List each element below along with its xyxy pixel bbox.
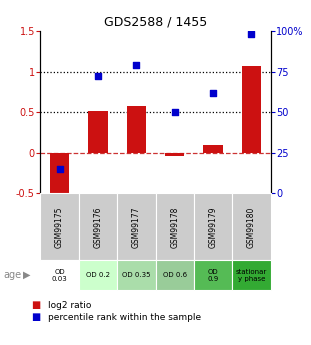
- Text: log2 ratio: log2 ratio: [48, 301, 91, 310]
- Text: GSM99177: GSM99177: [132, 206, 141, 248]
- Text: stationar
y phase: stationar y phase: [236, 269, 267, 282]
- Bar: [203, 145, 223, 152]
- Text: GSM99175: GSM99175: [55, 206, 64, 248]
- Bar: [165, 152, 184, 156]
- Text: percentile rank within the sample: percentile rank within the sample: [48, 313, 201, 322]
- Bar: [194, 193, 232, 260]
- Title: GDS2588 / 1455: GDS2588 / 1455: [104, 16, 207, 29]
- Point: [211, 90, 216, 96]
- Text: OD 0.35: OD 0.35: [122, 272, 151, 278]
- Bar: [194, 260, 232, 290]
- Bar: [40, 260, 79, 290]
- Text: age: age: [3, 270, 21, 280]
- Point: [249, 31, 254, 37]
- Bar: [88, 110, 108, 152]
- Bar: [79, 193, 117, 260]
- Bar: [79, 260, 117, 290]
- Bar: [242, 66, 261, 152]
- Bar: [117, 193, 156, 260]
- Point: [172, 109, 177, 115]
- Bar: [156, 193, 194, 260]
- Text: ■: ■: [31, 313, 40, 322]
- Text: GSM99176: GSM99176: [94, 206, 102, 248]
- Text: OD 0.2: OD 0.2: [86, 272, 110, 278]
- Point: [57, 166, 62, 171]
- Bar: [127, 107, 146, 152]
- Bar: [156, 260, 194, 290]
- Text: OD
0.9: OD 0.9: [207, 269, 219, 282]
- Text: OD 0.6: OD 0.6: [163, 272, 187, 278]
- Text: ■: ■: [31, 300, 40, 310]
- Bar: [232, 260, 271, 290]
- Bar: [40, 193, 79, 260]
- Bar: [117, 260, 156, 290]
- Point: [95, 74, 100, 79]
- Text: GSM99179: GSM99179: [209, 206, 217, 248]
- Bar: [50, 152, 69, 196]
- Text: GSM99178: GSM99178: [170, 206, 179, 247]
- Text: GSM99180: GSM99180: [247, 206, 256, 247]
- Point: [134, 62, 139, 68]
- Text: ▶: ▶: [23, 270, 31, 280]
- Bar: [232, 193, 271, 260]
- Text: OD
0.03: OD 0.03: [52, 269, 67, 282]
